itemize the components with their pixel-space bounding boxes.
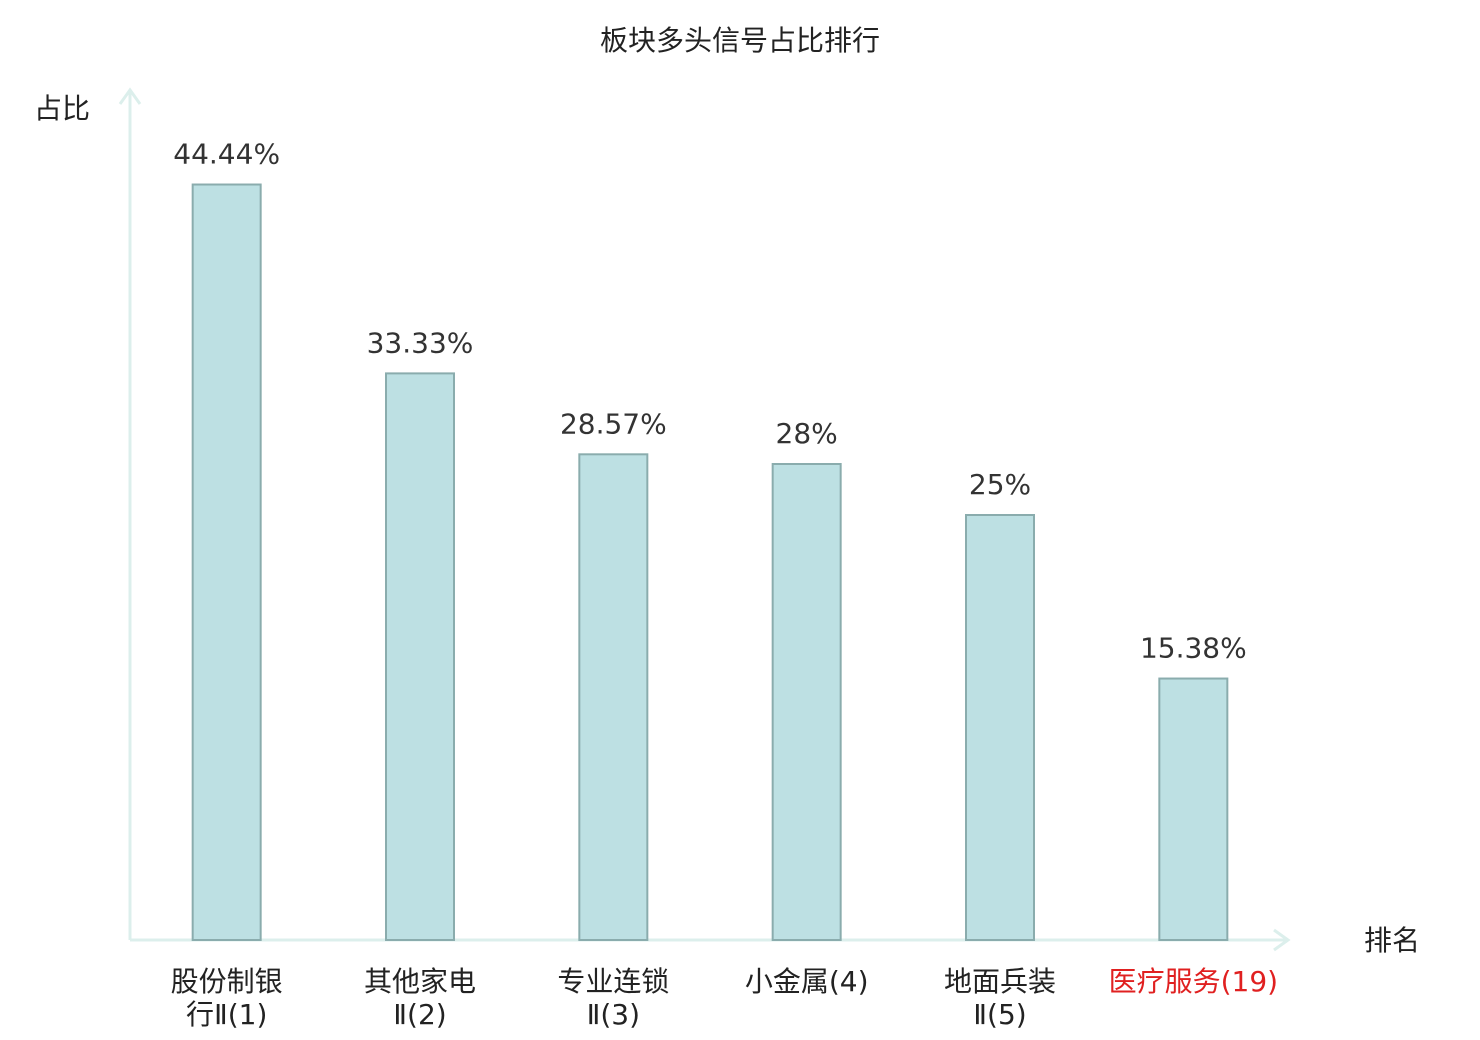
- x-tick-label-line: Ⅱ(5): [973, 998, 1026, 1031]
- x-tick-label: 小金属(4): [745, 965, 869, 998]
- x-tick-label: 医疗服务(19): [1109, 965, 1278, 998]
- bar: [191, 183, 262, 941]
- bar: [578, 453, 649, 941]
- bar: [385, 372, 455, 941]
- x-tick-label-line: 地面兵装: [944, 965, 1056, 998]
- x-tick-label-line: 专业连锁: [557, 965, 669, 998]
- chart-title: 板块多头信号占比排行: [600, 24, 880, 57]
- x-tick-label-line: 行Ⅱ(1): [186, 998, 267, 1031]
- bar: [771, 463, 842, 941]
- data-label: 28.57%: [560, 407, 667, 440]
- x-tick-label-line: 其他家电: [364, 965, 476, 998]
- data-label: 33.33%: [367, 326, 474, 359]
- x-tick-label: 股份制银行Ⅱ(1): [171, 965, 283, 1031]
- x-tick-label: 地面兵装 Ⅱ(5): [944, 965, 1056, 1031]
- x-axis-arrow: [1273, 928, 1291, 952]
- x-tick-label-line: 股份制银: [171, 965, 283, 998]
- x-axis-label: 排名: [1364, 924, 1420, 957]
- bar: [965, 514, 1035, 941]
- axes: [118, 87, 1291, 952]
- bar: [1158, 677, 1229, 941]
- data-label: 44.44%: [173, 138, 280, 171]
- data-label: 25%: [969, 468, 1031, 501]
- x-tick-label: 其他家电 Ⅱ(2): [364, 965, 476, 1031]
- x-tick-label: 专业连锁 Ⅱ(3): [557, 965, 669, 1031]
- y-axis-label: 占比: [34, 92, 90, 125]
- data-label: 28%: [776, 417, 838, 450]
- x-tick-label-line: Ⅱ(2): [393, 998, 446, 1031]
- y-axis-arrow: [118, 87, 142, 105]
- data-label: 15.38%: [1140, 632, 1247, 665]
- x-tick-label-line: Ⅱ(3): [587, 998, 640, 1031]
